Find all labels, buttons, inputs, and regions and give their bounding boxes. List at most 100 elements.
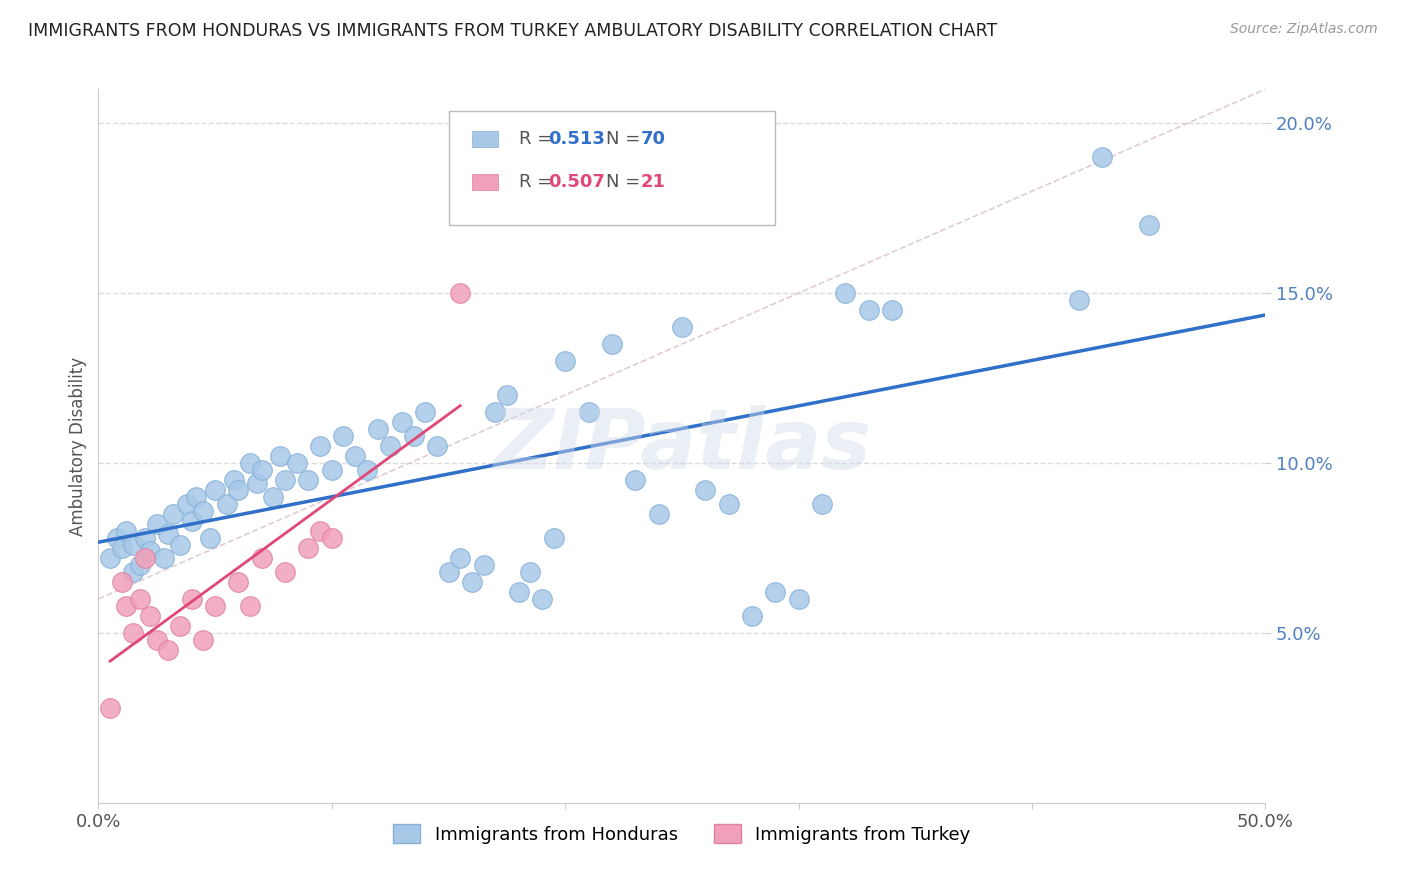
Text: R =: R = — [519, 130, 558, 148]
Point — [139, 608, 162, 623]
Point — [250, 551, 273, 566]
Point — [472, 558, 495, 572]
Point — [129, 558, 152, 572]
Point — [1137, 218, 1160, 232]
Point — [250, 463, 273, 477]
Point — [215, 497, 238, 511]
Point — [115, 599, 138, 613]
Point — [449, 551, 471, 566]
Point — [413, 405, 436, 419]
Point — [671, 320, 693, 334]
Point — [578, 405, 600, 419]
Point — [461, 574, 484, 589]
Point — [204, 599, 226, 613]
Point — [297, 541, 319, 555]
Text: ZIPatlas: ZIPatlas — [494, 406, 870, 486]
Point — [647, 507, 669, 521]
Point — [186, 490, 208, 504]
Point — [402, 429, 425, 443]
Point — [519, 565, 541, 579]
Point — [162, 507, 184, 521]
Point — [426, 439, 449, 453]
Point — [787, 591, 810, 606]
Point — [1091, 150, 1114, 164]
Point — [204, 483, 226, 498]
Point — [309, 439, 332, 453]
Point — [152, 551, 174, 566]
Point — [169, 537, 191, 551]
Point — [111, 541, 134, 555]
Point — [834, 286, 856, 301]
Point — [169, 619, 191, 633]
Point — [239, 599, 262, 613]
Point — [193, 632, 215, 647]
Point — [741, 608, 763, 623]
Point — [332, 429, 354, 443]
Point — [193, 503, 215, 517]
Point — [180, 514, 202, 528]
Point — [146, 632, 169, 647]
Point — [239, 456, 262, 470]
Point — [763, 585, 786, 599]
Point — [157, 643, 180, 657]
Point — [297, 473, 319, 487]
Legend: Immigrants from Honduras, Immigrants from Turkey: Immigrants from Honduras, Immigrants fro… — [385, 817, 979, 851]
Point — [176, 497, 198, 511]
Point — [380, 439, 402, 453]
Point — [98, 700, 121, 714]
FancyBboxPatch shape — [472, 131, 498, 147]
Point — [367, 422, 389, 436]
Point — [309, 524, 332, 538]
Point — [122, 626, 145, 640]
Point — [111, 574, 134, 589]
Text: 0.507: 0.507 — [548, 173, 605, 191]
Point — [222, 473, 245, 487]
Point — [449, 286, 471, 301]
Point — [880, 303, 903, 318]
Point — [496, 388, 519, 402]
Text: Source: ZipAtlas.com: Source: ZipAtlas.com — [1230, 22, 1378, 37]
FancyBboxPatch shape — [472, 174, 498, 190]
Point — [554, 354, 576, 368]
Text: 70: 70 — [641, 130, 666, 148]
Point — [105, 531, 128, 545]
Text: N =: N = — [606, 173, 645, 191]
Point — [530, 591, 553, 606]
Point — [695, 483, 717, 498]
Point — [180, 591, 202, 606]
FancyBboxPatch shape — [449, 111, 775, 225]
Point — [484, 405, 506, 419]
Point — [134, 551, 156, 566]
Point — [508, 585, 530, 599]
Text: 0.513: 0.513 — [548, 130, 605, 148]
Point — [321, 531, 343, 545]
Text: R =: R = — [519, 173, 558, 191]
Point — [600, 337, 623, 351]
Point — [344, 449, 367, 463]
Point — [1067, 293, 1090, 307]
Point — [269, 449, 291, 463]
Y-axis label: Ambulatory Disability: Ambulatory Disability — [69, 357, 87, 535]
Point — [285, 456, 308, 470]
Point — [391, 415, 413, 429]
Text: 21: 21 — [641, 173, 666, 191]
Point — [122, 565, 145, 579]
Point — [246, 476, 269, 491]
Point — [134, 531, 156, 545]
Point — [228, 574, 250, 589]
Point — [146, 517, 169, 532]
Point — [811, 497, 834, 511]
Point — [321, 463, 343, 477]
Point — [129, 591, 152, 606]
Point — [139, 544, 162, 558]
Point — [228, 483, 250, 498]
Point — [200, 531, 222, 545]
Point — [122, 537, 145, 551]
Text: N =: N = — [606, 130, 645, 148]
Point — [356, 463, 378, 477]
Point — [437, 565, 460, 579]
Point — [274, 565, 297, 579]
Point — [98, 551, 121, 566]
Point — [115, 524, 138, 538]
Text: IMMIGRANTS FROM HONDURAS VS IMMIGRANTS FROM TURKEY AMBULATORY DISABILITY CORRELA: IMMIGRANTS FROM HONDURAS VS IMMIGRANTS F… — [28, 22, 997, 40]
